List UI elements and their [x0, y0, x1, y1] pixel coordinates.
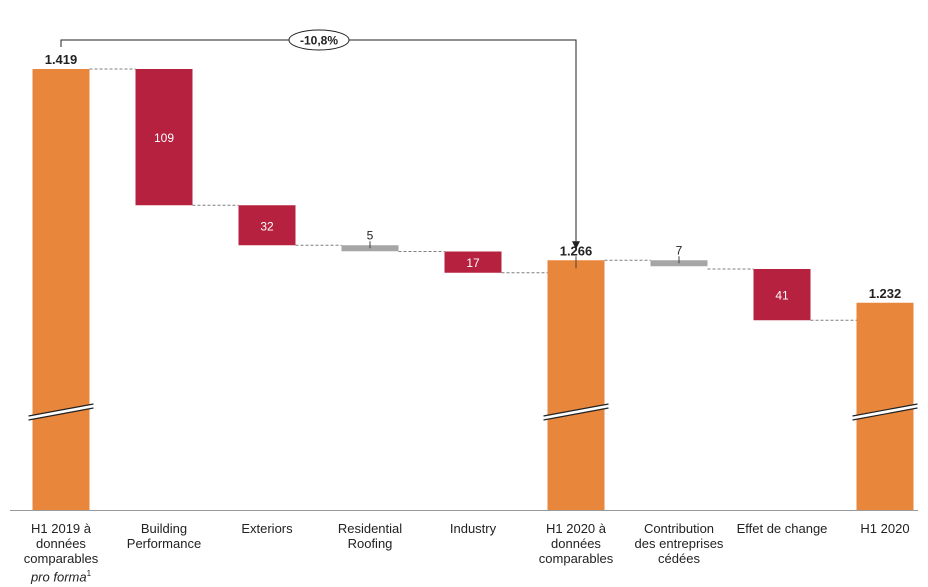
category-label-line: Effet de change — [736, 521, 828, 536]
axis-break-gap — [543, 404, 609, 420]
category-label-line: comparables — [23, 551, 99, 566]
category-label-4: Industry — [418, 521, 528, 536]
category-label-line: Building — [140, 521, 188, 536]
data-label-8: 1.232 — [869, 286, 902, 301]
axis-break-line — [543, 407, 609, 421]
annotation-text: -10,8% — [300, 34, 338, 48]
category-label-line: des entreprises — [634, 536, 724, 551]
bar-2 — [238, 205, 296, 246]
category-label-line: H1 2020 — [860, 521, 910, 536]
category-label-3: Residential Roofing — [315, 521, 425, 551]
data-label-4: 17 — [466, 256, 480, 270]
axis-break-gap — [28, 404, 94, 420]
category-label-2: Exteriors — [212, 521, 322, 536]
axis-break-line — [852, 403, 918, 417]
category-label-line: pro forma1 — [30, 569, 92, 585]
category-label-line: Contribution — [643, 521, 715, 536]
category-label-line: Roofing — [347, 536, 393, 551]
category-label-line: H1 2019 à — [31, 521, 91, 536]
category-label-0: H1 2019 à données comparables pro forma1 — [6, 521, 116, 584]
bar-5 — [547, 260, 605, 510]
footnote-marker: 1 — [86, 569, 92, 578]
data-label-5: 1.266 — [560, 243, 593, 258]
category-label-5: H1 2020 à données comparables — [521, 521, 631, 566]
data-label-0: 1.419 — [45, 52, 78, 67]
data-label-1: 109 — [154, 131, 174, 145]
category-label-line: Industry — [449, 521, 497, 536]
category-label-line: cédées — [658, 551, 700, 566]
data-label-7: 41 — [775, 289, 789, 303]
category-label-1: Building Performance — [109, 521, 219, 551]
category-label-line: Residential — [337, 521, 403, 536]
data-label-3: 5 — [367, 228, 374, 242]
annotation-oval — [288, 29, 350, 51]
axis-break-line — [543, 403, 609, 417]
bar-1 — [135, 69, 193, 206]
axis-break-line — [28, 407, 94, 421]
category-label-8: H1 2020 — [830, 521, 928, 536]
category-label-line: données — [551, 536, 601, 551]
category-label-7: Effet de change — [727, 521, 837, 536]
data-label-6: 7 — [676, 243, 683, 257]
axis-break-gap — [852, 404, 918, 420]
category-label-line: données — [36, 536, 86, 551]
bar-7 — [753, 269, 811, 321]
bar-0 — [32, 69, 90, 510]
annotation-arrow-head — [572, 241, 580, 250]
axis-break-line — [852, 407, 918, 421]
data-label-2: 32 — [260, 219, 274, 233]
category-label-line: Performance — [126, 536, 202, 551]
category-label-6: Contribution des entreprises cédées — [624, 521, 734, 566]
category-label-line: Exteriors — [241, 521, 293, 536]
axis-break-line — [28, 403, 94, 417]
category-label-line: H1 2020 à — [546, 521, 606, 536]
bar-4 — [444, 251, 502, 273]
category-label-line: comparables — [538, 551, 614, 566]
